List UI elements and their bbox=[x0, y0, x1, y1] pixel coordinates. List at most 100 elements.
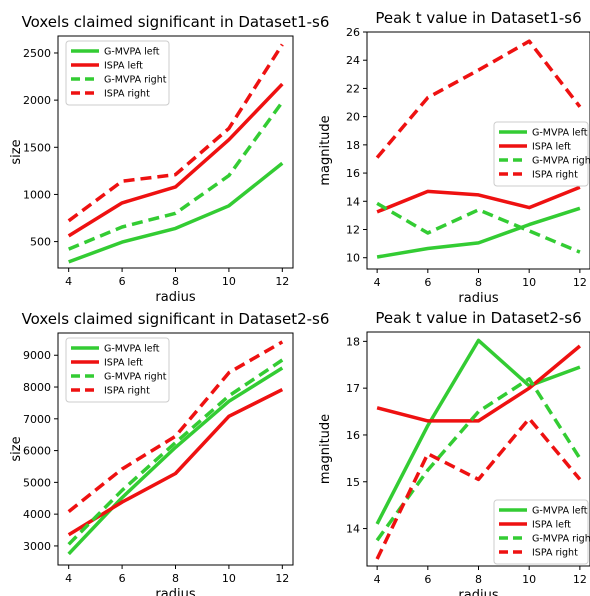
legend-label: G-MVPA right bbox=[104, 372, 167, 383]
legend-label: ISPA right bbox=[532, 548, 578, 559]
x-tick-label: 6 bbox=[119, 275, 126, 288]
y-tick-label: 3000 bbox=[23, 540, 51, 553]
legend-label: ISPA right bbox=[104, 386, 150, 397]
x-tick-label: 12 bbox=[573, 276, 587, 289]
chart-panel-1: Voxels claimed significant in Dataset1-s… bbox=[9, 13, 329, 305]
chart-panel-4: Peak t value in Dataset2-s6 4 6 8 10 12 14 15 16… bbox=[318, 309, 590, 596]
legend-box bbox=[493, 121, 589, 187]
chart-title: Voxels claimed significant in Dataset1-s… bbox=[22, 13, 330, 31]
legend-label: ISPA left bbox=[104, 61, 143, 72]
series-line-g-mvpa-right bbox=[376, 201, 581, 254]
x-tick-label: 12 bbox=[573, 573, 587, 586]
legend-box bbox=[65, 40, 170, 106]
legend-label: G-MVPA left bbox=[532, 506, 588, 517]
x-axis-label: radius bbox=[155, 587, 195, 596]
legend-label: ISPA left bbox=[104, 358, 143, 369]
x-tick-label: 6 bbox=[424, 276, 431, 289]
series-line-g-mvpa-right bbox=[68, 100, 284, 251]
y-tick-label: 18 bbox=[346, 335, 360, 348]
legend-label: G-MVPA right bbox=[104, 75, 167, 86]
series-line-ispa-right bbox=[375, 416, 582, 560]
x-tick-label: 8 bbox=[475, 276, 482, 289]
y-axis-label: size bbox=[9, 139, 24, 164]
y-tick-label: 16 bbox=[346, 167, 360, 180]
series-line-g-mvpa-left bbox=[376, 206, 581, 259]
y-tick-label: 8000 bbox=[23, 381, 51, 394]
y-tick-label: 16 bbox=[346, 429, 360, 442]
y-tick-label: 5000 bbox=[23, 476, 51, 489]
legend-label: ISPA right bbox=[532, 170, 578, 181]
series-line-g-mvpa-left bbox=[68, 161, 284, 264]
y-tick-label: 9000 bbox=[23, 349, 51, 362]
y-tick-label: 1500 bbox=[23, 141, 51, 154]
chart-title: Peak t value in Dataset1-s6 bbox=[375, 9, 581, 27]
series-line-g-mvpa-left bbox=[67, 366, 284, 556]
y-tick-label: 14 bbox=[346, 195, 360, 208]
x-tick-label: 12 bbox=[275, 275, 289, 288]
y-axis-label: magnitude bbox=[318, 414, 333, 484]
series-line-ispa-right bbox=[67, 43, 284, 223]
x-tick-label: 8 bbox=[475, 573, 482, 586]
legend-label: ISPA left bbox=[532, 142, 571, 153]
y-tick-label: 18 bbox=[346, 139, 360, 152]
y-tick-label: 17 bbox=[346, 382, 360, 395]
series-line-ispa-left bbox=[376, 344, 582, 423]
x-axis-label: radius bbox=[155, 290, 195, 305]
x-tick-label: 4 bbox=[65, 572, 72, 585]
x-tick-label: 10 bbox=[222, 572, 236, 585]
y-tick-label: 24 bbox=[346, 54, 360, 67]
y-axis-label: size bbox=[9, 436, 24, 461]
chart-title: Peak t value in Dataset2-s6 bbox=[375, 309, 581, 327]
series-line-ispa-left bbox=[67, 388, 284, 537]
legend-label: G-MVPA left bbox=[104, 47, 160, 58]
x-tick-label: 12 bbox=[275, 572, 289, 585]
y-tick-label: 500 bbox=[30, 236, 51, 249]
legend-label: G-MVPA left bbox=[104, 344, 160, 355]
legend-label: G-MVPA right bbox=[532, 534, 590, 545]
y-tick-label: 10 bbox=[346, 252, 360, 265]
legend-label: G-MVPA right bbox=[532, 156, 590, 167]
x-tick-label: 10 bbox=[522, 276, 536, 289]
x-tick-label: 6 bbox=[119, 572, 126, 585]
x-axis-label: radius bbox=[458, 291, 498, 306]
y-tick-label: 26 bbox=[346, 26, 360, 39]
legend: G-MVPA left ISPA left G-MVPA right ISPA rig… bbox=[65, 40, 170, 106]
y-tick-label: 1000 bbox=[23, 188, 51, 201]
y-tick-label: 4000 bbox=[23, 508, 51, 521]
x-tick-label: 4 bbox=[374, 573, 381, 586]
legend-label: ISPA right bbox=[104, 89, 150, 100]
y-tick-label: 15 bbox=[346, 476, 360, 489]
y-tick-label: 6000 bbox=[23, 445, 51, 458]
series-line-g-mvpa-right bbox=[67, 358, 284, 546]
y-tick-label: 12 bbox=[346, 224, 360, 237]
y-axis-label: magnitude bbox=[318, 115, 333, 185]
chart-title: Voxels claimed significant in Dataset2-s… bbox=[22, 310, 330, 328]
series-line-ispa-left bbox=[376, 185, 581, 214]
x-tick-label: 10 bbox=[222, 275, 236, 288]
x-tick-label: 8 bbox=[172, 275, 179, 288]
y-tick-label: 20 bbox=[346, 111, 360, 124]
series-line-ispa-right bbox=[375, 39, 582, 159]
x-tick-label: 8 bbox=[172, 572, 179, 585]
legend: G-MVPA left ISPA left G-MVPA right ISPA rig… bbox=[65, 337, 170, 403]
series-line-g-mvpa-left bbox=[375, 338, 581, 525]
y-tick-label: 7000 bbox=[23, 413, 51, 426]
x-tick-label: 6 bbox=[424, 573, 431, 586]
legend-label: G-MVPA left bbox=[532, 128, 588, 139]
y-tick-label: 2500 bbox=[23, 47, 51, 60]
x-tick-label: 4 bbox=[374, 276, 381, 289]
y-tick-label: 14 bbox=[346, 523, 360, 536]
x-tick-label: 4 bbox=[65, 275, 72, 288]
chart-panel-2: Peak t value in Dataset1-s6 4 6 8 10 12 10 12 14… bbox=[318, 9, 590, 306]
y-tick-label: 22 bbox=[346, 82, 360, 95]
legend: G-MVPA left ISPA left G-MVPA right ISPA rig… bbox=[493, 121, 590, 187]
chart-panel-3: Voxels claimed significant in Dataset2-s… bbox=[9, 310, 329, 596]
legend: G-MVPA left ISPA left G-MVPA right ISPA rig… bbox=[493, 499, 590, 565]
legend-box bbox=[65, 337, 170, 403]
x-axis-label: radius bbox=[458, 588, 498, 596]
series-line-g-mvpa-right bbox=[375, 377, 582, 542]
x-tick-label: 10 bbox=[522, 573, 536, 586]
y-tick-label: 2000 bbox=[23, 94, 51, 107]
legend-label: ISPA left bbox=[532, 520, 571, 531]
